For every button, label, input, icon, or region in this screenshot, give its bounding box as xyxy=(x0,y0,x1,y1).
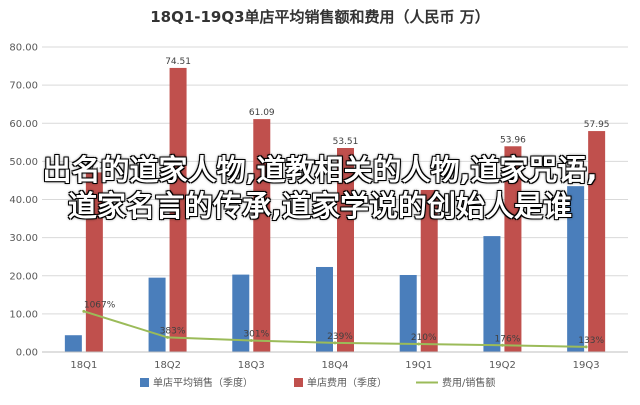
line-data-label: 239% xyxy=(327,332,353,342)
line-point xyxy=(249,339,253,343)
y-tick-label: 0.00 xyxy=(16,348,38,359)
x-tick-label: 19Q3 xyxy=(573,360,600,371)
legend-entry: 单店费用（季度） xyxy=(307,376,387,389)
line-point xyxy=(500,343,504,347)
bar xyxy=(85,172,103,352)
chart-title: 18Q1-19Q3单店平均销售额和费用（人民币 万） xyxy=(150,8,490,26)
bar xyxy=(232,274,250,352)
y-tick-label: 20.00 xyxy=(9,271,38,282)
bar xyxy=(64,335,82,352)
x-tick-label: 19Q2 xyxy=(489,360,516,371)
bar xyxy=(148,277,166,352)
x-tick-label: 18Q3 xyxy=(238,360,265,371)
x-tick-label: 18Q4 xyxy=(322,360,349,371)
line-point xyxy=(82,309,86,313)
y-tick-label: 70.00 xyxy=(9,81,38,92)
y-tick-label: 60.00 xyxy=(9,119,38,130)
bar xyxy=(420,189,438,352)
line-data-label: 1067% xyxy=(84,300,116,310)
line-point xyxy=(417,342,421,346)
bar xyxy=(253,119,271,352)
bar xyxy=(399,274,417,352)
line-data-label: 133% xyxy=(578,336,604,346)
legend-entry: 单店平均销售（季度） xyxy=(153,376,253,389)
bar xyxy=(337,147,354,352)
bar-data-label: 74.51 xyxy=(165,57,191,67)
y-tick-label: 40.00 xyxy=(9,195,38,206)
bar-data-label: 53.51 xyxy=(333,137,359,147)
line-data-label: 176% xyxy=(495,334,521,344)
line-data-label: 210% xyxy=(411,333,437,343)
y-tick-label: 80.00 xyxy=(9,43,38,54)
legend-entry: 费用/销售额 xyxy=(442,376,495,389)
line-point xyxy=(166,335,170,339)
bar-data-label: 61.09 xyxy=(249,108,275,118)
bar-data-label: 57.95 xyxy=(584,120,610,130)
bar-data-label: 53.96 xyxy=(500,135,526,145)
bar xyxy=(483,236,501,352)
bar xyxy=(588,131,606,352)
y-tick-label: 10.00 xyxy=(9,309,38,320)
x-tick-label: 19Q1 xyxy=(405,360,432,371)
x-tick-label: 18Q2 xyxy=(154,360,181,371)
bar xyxy=(504,146,522,352)
legend-swatch xyxy=(140,378,149,387)
line-data-label: 301% xyxy=(243,330,269,340)
legend-swatch xyxy=(294,378,303,387)
bar xyxy=(169,67,187,352)
bar xyxy=(316,266,333,352)
line-data-label: 383% xyxy=(160,326,186,336)
bar xyxy=(567,186,585,352)
bar-data-label: 47.1 xyxy=(84,161,104,171)
y-tick-label: 30.00 xyxy=(9,233,38,244)
line-point xyxy=(333,341,337,345)
x-tick-label: 18Q1 xyxy=(70,360,97,371)
line-point xyxy=(584,345,588,349)
y-tick-label: 50.00 xyxy=(9,157,38,168)
